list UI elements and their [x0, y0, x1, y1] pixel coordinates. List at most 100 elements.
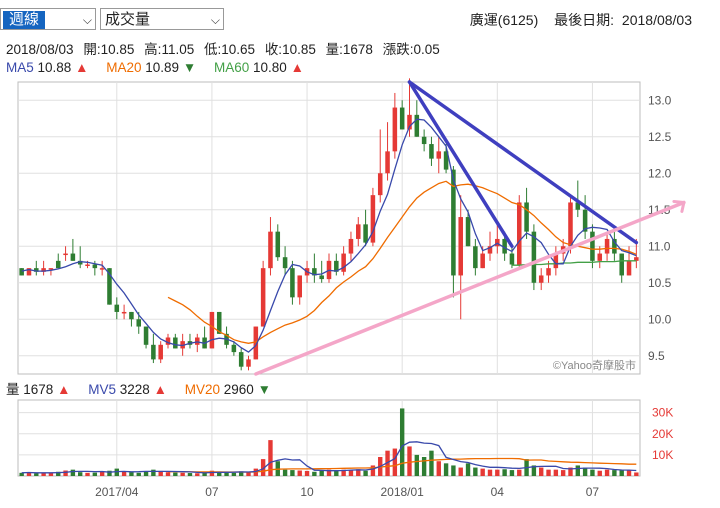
volume-bar: [341, 469, 346, 476]
volume-bar: [319, 470, 324, 476]
candlestick: [48, 268, 54, 276]
period-select[interactable]: 週線 ⌵: [0, 8, 96, 30]
volume-bar: [348, 470, 354, 476]
up-arrow-icon: ▲: [153, 382, 167, 397]
candlestick: [516, 195, 522, 269]
candle-body: [473, 246, 478, 269]
candlestick: [582, 195, 588, 239]
candlestick: [356, 217, 361, 247]
candlestick: [429, 136, 434, 166]
candle-body: [465, 217, 471, 247]
price-tick-label: 10.0: [648, 312, 672, 326]
candle-body: [443, 151, 449, 170]
volume-bar: [48, 473, 54, 476]
candle-body: [290, 268, 295, 298]
down-arrow-icon: ▼: [257, 382, 271, 397]
candle-body: [546, 268, 551, 276]
watermark: ©Yahoo奇摩股市: [553, 358, 636, 372]
candle-body: [195, 337, 200, 345]
last-date: 2018/08/03: [621, 12, 692, 28]
volume-bar: [99, 471, 105, 476]
quote-date: 2018/08/03: [6, 42, 74, 57]
high-value: 11.05: [161, 42, 195, 57]
volume-bar: [209, 470, 215, 476]
candlestick: [173, 333, 178, 349]
volume-bar: [421, 457, 427, 476]
volume-bar: [85, 472, 90, 476]
candle-body: [85, 264, 90, 266]
volume-bar: [356, 469, 361, 476]
volume-bar: [436, 461, 441, 476]
candle-body: [487, 246, 493, 254]
candle-body: [260, 268, 266, 327]
volume-bar: [619, 469, 624, 476]
candlestick: [385, 122, 390, 181]
low-value: 10.65: [221, 42, 256, 57]
candle-body: [63, 253, 68, 256]
candlestick: [590, 224, 595, 269]
candlestick: [495, 224, 500, 254]
price-tick-label: 13.0: [648, 93, 672, 107]
volume-bar: [634, 472, 639, 476]
time-tick-label: 04: [491, 485, 505, 499]
candle-body: [282, 257, 288, 269]
candlestick: [597, 246, 603, 269]
legend-ma20: MA20 10.89 ▼: [106, 60, 200, 75]
candlestick: [158, 341, 163, 364]
price-tick-label: 11.0: [648, 239, 671, 253]
toolbar: 週線 ⌵ 成交量 ⌵ 廣運(6125) 最後日期: 2018/08/03: [0, 0, 720, 38]
candlestick: [55, 253, 61, 269]
candlestick: [165, 333, 171, 349]
volume-bar: [129, 472, 134, 476]
candle-body: [421, 136, 427, 145]
candlestick: [195, 333, 200, 353]
candlestick: [399, 100, 405, 130]
candlestick: [487, 231, 493, 261]
candlestick: [612, 231, 617, 261]
price-tick-label: 10.5: [648, 276, 672, 290]
ma-legend: MA5 10.88 ▲ MA20 10.89 ▼ MA60 10.80 ▲: [6, 60, 318, 75]
legend-mv20-label: MV20: [184, 382, 220, 397]
candlestick: [458, 195, 463, 320]
indicator-select[interactable]: 成交量 ⌵: [100, 8, 224, 30]
legend-volume: 量 1678 ▲: [6, 382, 74, 397]
candlestick: [326, 253, 332, 283]
candlestick: [238, 348, 244, 371]
volume-value: 1678: [342, 42, 373, 57]
candlestick: [290, 260, 295, 305]
volume-bar: [158, 470, 163, 476]
candlestick: [180, 333, 185, 356]
candle-body: [377, 173, 383, 196]
volume-bar: [238, 471, 244, 476]
candle-body: [634, 257, 639, 261]
candle-body: [502, 238, 507, 254]
change-value: 0.05: [413, 42, 440, 57]
candle-body: [253, 326, 259, 360]
candle-body: [392, 107, 398, 152]
candlestick: [524, 187, 529, 239]
change-label: 漲跌:: [382, 42, 414, 57]
volume-bar: [451, 465, 456, 476]
volume-bar: [407, 446, 412, 476]
candle-body: [129, 311, 134, 320]
candlestick: [114, 297, 120, 320]
candlestick: [312, 253, 317, 283]
trendline-upper: [407, 80, 639, 245]
quote-line: 2018/08/03 開:10.85 高:11.05 低:10.65 收:10.…: [6, 38, 440, 58]
volume-bar: [458, 467, 463, 476]
volume-bar: [151, 469, 156, 476]
legend-mv5-label: MV5: [88, 382, 116, 397]
candlestick: [246, 355, 251, 371]
volume-tick-label: 10K: [652, 448, 673, 462]
legend-volume-label: 量: [6, 382, 20, 397]
candle-body: [451, 169, 456, 276]
volume-bar: [553, 469, 559, 476]
candlestick: [348, 231, 354, 261]
candlestick: [334, 253, 339, 276]
volume-bar: [509, 470, 515, 476]
candlestick: [575, 180, 581, 218]
candlestick: [553, 246, 559, 276]
candle-body: [370, 195, 376, 243]
volume-bar: [443, 463, 449, 476]
